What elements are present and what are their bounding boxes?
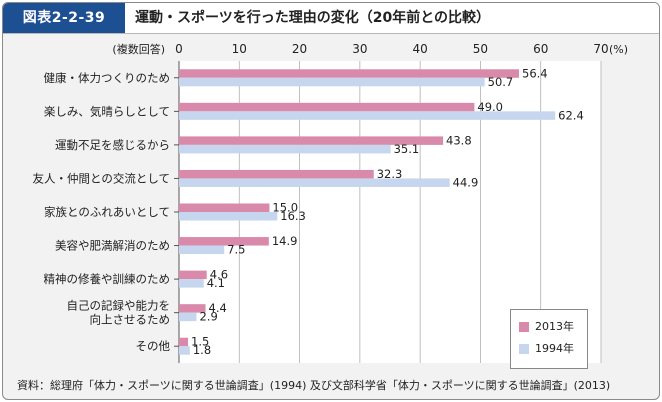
- bar-2013: [179, 203, 270, 212]
- data-label-2013: 56.4: [522, 66, 548, 80]
- category-label: 友人・仲間との交流として: [32, 171, 170, 185]
- data-label-1994: 1.8: [193, 343, 211, 357]
- data-label-1994: 7.5: [227, 243, 245, 257]
- data-label-1994: 2.9: [199, 310, 217, 324]
- bar-1994: [179, 178, 450, 187]
- legend-swatch-2013: [519, 322, 529, 332]
- legend-label-1994: 1994年: [535, 342, 574, 355]
- bar-2013: [179, 270, 207, 280]
- data-label-1994: 62.4: [558, 108, 584, 122]
- data-label-2013: 49.0: [477, 100, 503, 114]
- category-label: 自己の記録や能力を: [67, 299, 171, 313]
- bar-1994: [179, 111, 556, 120]
- bar-1994: [179, 144, 391, 154]
- category-label: 向上させるため: [90, 313, 171, 327]
- bar-2013: [179, 337, 189, 347]
- legend-swatch-1994: [519, 344, 529, 354]
- category-label: 美容や肥満解消のため: [55, 239, 170, 253]
- x-tick-label: 50: [473, 42, 488, 56]
- category-label: 精神の修養や訓練のため: [44, 272, 171, 286]
- x-tick-label: 70: [593, 42, 608, 56]
- bar-2013: [179, 69, 520, 78]
- x-tick-label: 30: [352, 42, 367, 56]
- x-tick-label: 60: [533, 42, 548, 56]
- data-label-1994: 44.9: [453, 175, 479, 189]
- data-label-1994: 4.1: [207, 276, 225, 290]
- category-label: 運動不足を感じるから: [55, 138, 170, 152]
- x-tick-label: 10: [232, 42, 247, 56]
- bar-1994: [179, 312, 197, 322]
- figure-label: 図表2-2-39: [3, 3, 125, 33]
- bar-2013: [179, 304, 206, 313]
- source-note: 資料：総理府「体力・スポーツに関する世論調査」(1994) 及び文部科学省「体力…: [17, 379, 611, 392]
- bar-1994: [179, 212, 278, 221]
- legend-label-2013: 2013年: [535, 320, 574, 333]
- figure-title: 運動・スポーツを行った理由の変化（20年前との比較）: [135, 10, 491, 26]
- bar-2013: [179, 237, 269, 246]
- category-label: 家族とのふれあいとして: [44, 205, 170, 219]
- bar-chart: 0 10 20 30 40 50 60 70 (%) (複数回答) 健康・体力つくりのため 56.4 5…: [32, 42, 628, 363]
- data-label-2013: 32.3: [377, 167, 403, 181]
- category-label: 楽しみ、気晴らしとして: [44, 104, 170, 118]
- bar-1994: [179, 77, 485, 87]
- category-label: その他: [136, 339, 171, 353]
- bar-1994: [179, 245, 225, 255]
- data-label-2013: 1.5: [191, 335, 209, 349]
- figure-header: 図表2-2-39 運動・スポーツを行った理由の変化（20年前との比較）: [3, 3, 659, 34]
- category-label: 健康・体力つくりのため: [44, 71, 171, 85]
- bar-2013: [179, 169, 374, 179]
- data-label-1994: 35.1: [394, 142, 420, 156]
- x-tick-label: 0: [175, 42, 183, 56]
- bar-2013: [179, 136, 444, 145]
- legend: 2013年 1994年: [510, 309, 588, 369]
- x-tick-label: 20: [292, 42, 307, 56]
- data-label-1994: 16.3: [280, 209, 306, 223]
- data-label-2013: 4.4: [209, 301, 227, 315]
- data-label-2013: 14.9: [272, 234, 298, 248]
- bar-1994: [179, 279, 204, 288]
- bar-2013: [179, 102, 475, 112]
- axis-note: (複数回答): [112, 42, 165, 56]
- data-label-2013: 15.0: [272, 201, 298, 215]
- x-axis-unit: (%): [609, 43, 628, 56]
- chart-area: 0 10 20 30 40 50 60 70 (%) (複数回答) 健康・体力つくりのため 56.4 5…: [3, 33, 659, 373]
- data-label-1994: 50.7: [488, 75, 514, 89]
- data-label-2013: 4.6: [210, 268, 228, 282]
- bar-1994: [179, 346, 190, 355]
- data-label-2013: 43.8: [446, 133, 472, 147]
- x-tick-label: 40: [413, 42, 428, 56]
